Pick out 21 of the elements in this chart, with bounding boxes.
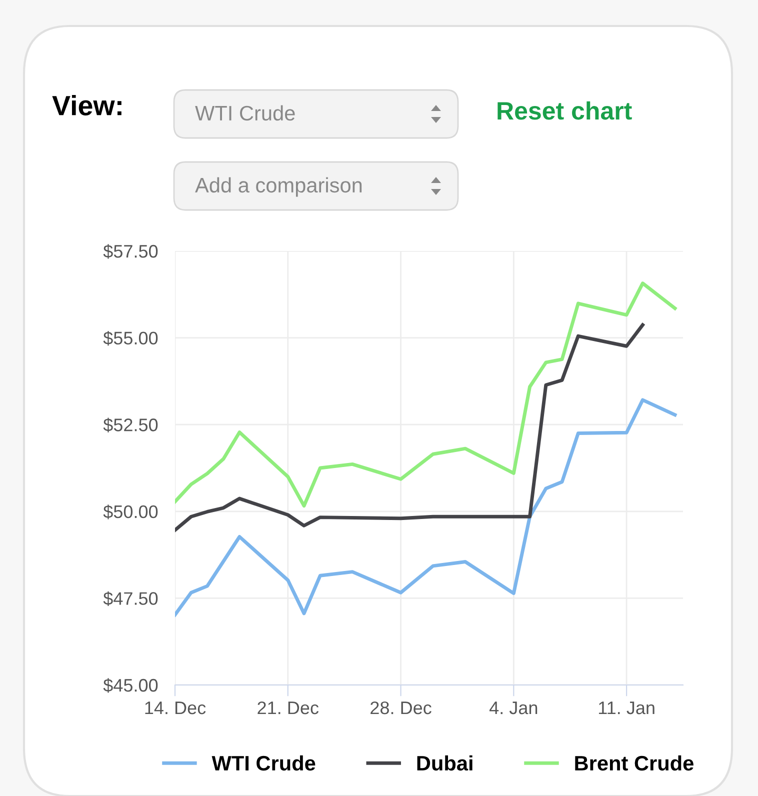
line-series (175, 398, 677, 617)
y-tick-label: $47.50 (103, 591, 158, 606)
y-tick-label: $57.50 (103, 244, 158, 259)
y-tick-label: $52.50 (103, 418, 158, 432)
y-tick-label: $55.00 (103, 330, 158, 346)
x-tick-label: 14. Dec (145, 702, 206, 714)
line-series (175, 282, 677, 508)
text: Add a comparison (195, 177, 362, 197)
text: View: (52, 95, 122, 116)
x-tick-label: 4. Jan (489, 702, 538, 714)
line-series (175, 323, 644, 532)
legend-label: Brent Crude (575, 755, 694, 771)
x-tick-label: 11. Jan (598, 702, 654, 714)
x-tick-label: 21. Dec (258, 701, 319, 714)
legend-label: Dubai (417, 755, 472, 771)
text: Reset chart (498, 101, 632, 120)
legend-label: WTI Crude (212, 755, 316, 771)
y-tick-label: $50.00 (103, 504, 158, 520)
x-tick-label: 28. Dec (370, 701, 432, 714)
y-tick-label: $45.00 (103, 678, 158, 693)
text: WTI Crude (195, 105, 295, 121)
